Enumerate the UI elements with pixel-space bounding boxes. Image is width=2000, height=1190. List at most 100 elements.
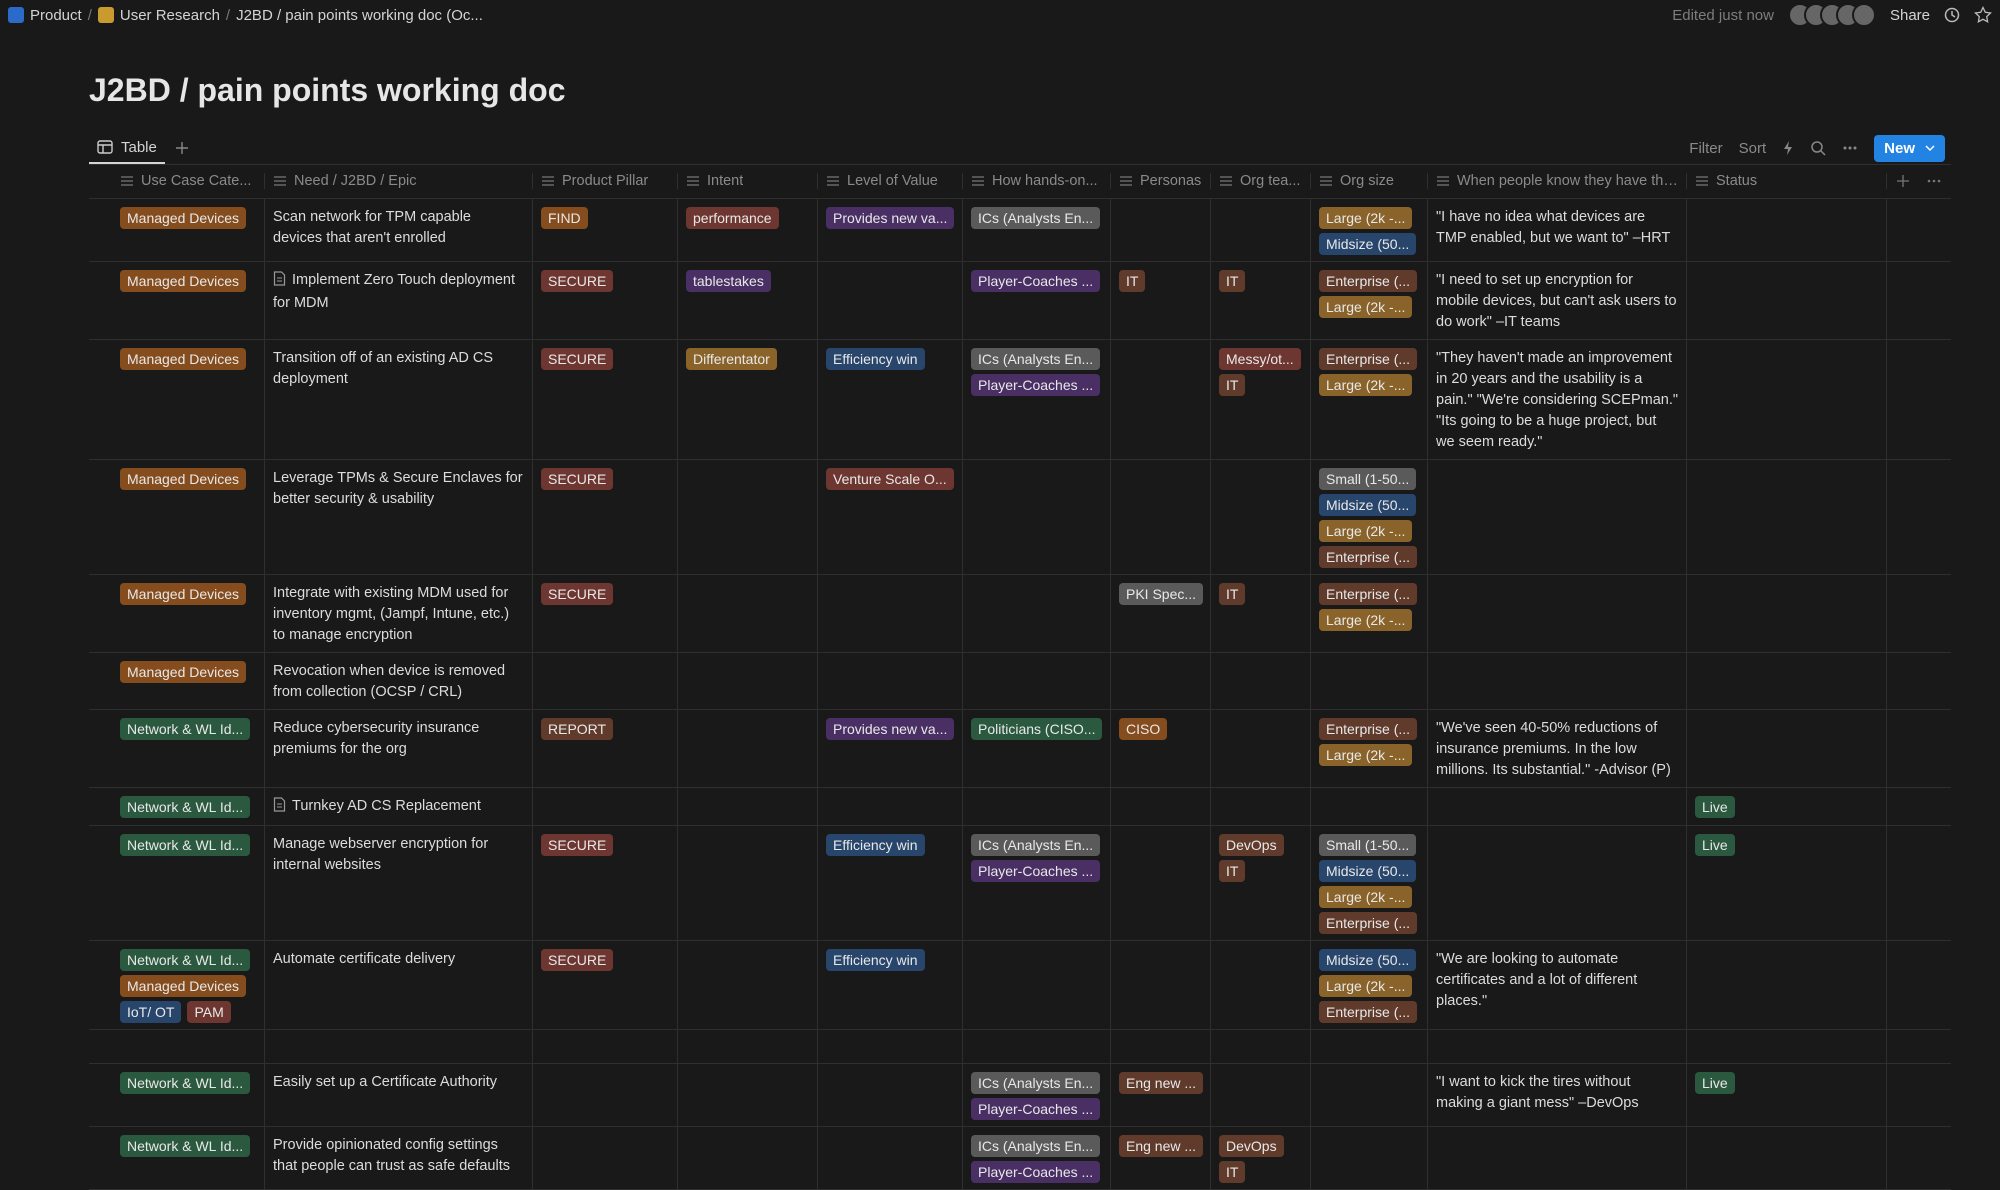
- column-header[interactable]: Personas: [1111, 173, 1211, 189]
- breadcrumb-icon: [8, 7, 24, 23]
- table-row[interactable]: Managed Devices Integrate with existing M…: [89, 575, 1951, 653]
- tag-cell: Midsize (50... Large (2k -... Enterprise (…: [1311, 941, 1428, 1029]
- tag-cell: [678, 788, 818, 825]
- tag: Live: [1695, 796, 1735, 818]
- tag-cell: [1111, 653, 1211, 709]
- column-header[interactable]: Level of Value: [818, 173, 963, 189]
- text-cell: [1428, 826, 1687, 940]
- row-title: Automate certificate delivery: [273, 951, 456, 967]
- tag: Managed Devices: [120, 468, 247, 490]
- search-icon[interactable]: [1810, 140, 1826, 156]
- tag: Player-Coaches ...: [971, 860, 1101, 882]
- column-label: Product Pillar: [562, 173, 649, 189]
- tag: Managed Devices: [120, 270, 247, 292]
- avatars[interactable]: [1787, 3, 1876, 27]
- table-row[interactable]: Network & WL Id... Manage webserver encry…: [89, 826, 1951, 941]
- tag-cell: Managed Devices: [112, 199, 265, 261]
- table-row[interactable]: Network & WL Id... Managed Devices IoT/ OT…: [89, 941, 1951, 1030]
- filter-button[interactable]: Filter: [1689, 139, 1723, 157]
- tag-cell: [1211, 710, 1311, 787]
- tag-cell: Managed Devices: [112, 262, 265, 339]
- column-header[interactable]: When people know they have thi...: [1428, 173, 1687, 189]
- favorite-icon[interactable]: [1974, 6, 1992, 24]
- breadcrumb-item[interactable]: J2BD / pain points working doc (Oc...: [236, 6, 483, 24]
- column-header[interactable]: Product Pillar: [533, 173, 678, 189]
- column-header[interactable]: Status: [1687, 173, 1887, 189]
- tag: Large (2k -...: [1319, 886, 1413, 908]
- spacer-cell: [1887, 575, 1951, 652]
- spacer-cell: [1887, 788, 1951, 825]
- tag: SECURE: [541, 348, 614, 370]
- tag: Provides new va...: [826, 207, 955, 229]
- tag-cell: [1687, 1030, 1887, 1063]
- tag-cell: [678, 1127, 818, 1189]
- table-row[interactable]: Network & WL Id... Provide opinionated co…: [89, 1127, 1951, 1190]
- tag-cell: CISO: [1111, 710, 1211, 787]
- column-label: Use Case Cate...: [141, 173, 252, 189]
- column-header[interactable]: How hands-on...: [963, 173, 1111, 189]
- tag: Live: [1695, 1072, 1735, 1094]
- tag-cell: Efficiency win: [818, 826, 963, 940]
- history-icon[interactable]: [1944, 7, 1960, 23]
- table-row[interactable]: Network & WL Id... Turnkey AD CS Replacem…: [89, 788, 1951, 826]
- tag: Large (2k -...: [1319, 207, 1413, 229]
- breadcrumb-item[interactable]: User Research: [119, 6, 220, 24]
- text-cell: Turnkey AD CS Replacement: [265, 788, 533, 825]
- column-header[interactable]: Need / J2BD / Epic: [265, 173, 533, 189]
- tag-cell: performance: [678, 199, 818, 261]
- tag: SECURE: [541, 583, 614, 605]
- automation-icon[interactable]: [1782, 140, 1794, 156]
- tag-cell: [1111, 340, 1211, 459]
- table-row[interactable]: Managed Devices Transition off of an exis…: [89, 340, 1951, 460]
- more-icon[interactable]: [1842, 140, 1858, 156]
- column-header[interactable]: Org size: [1311, 173, 1428, 189]
- table-row[interactable]: Network & WL Id... Reduce cybersecurity i…: [89, 710, 1951, 788]
- tag: IT: [1119, 270, 1146, 292]
- tag-cell: Large (2k -... Midsize (50...: [1311, 199, 1428, 261]
- table-row[interactable]: Managed Devices Revocation when device is…: [89, 653, 1951, 710]
- tag-cell: SECURE: [533, 262, 678, 339]
- tag-cell: Venture Scale O...: [818, 460, 963, 574]
- row-title: Scan network for TPM capable devices tha…: [273, 209, 471, 246]
- text-cell: [1428, 1127, 1687, 1189]
- add-column[interactable]: [1887, 175, 1951, 187]
- tag-cell: Eng new ...: [1111, 1064, 1211, 1126]
- tag-cell: Live: [1687, 1064, 1887, 1126]
- page: Product / User Research / J2BD / pain points…: [8, 3, 1992, 1190]
- tag-cell: [533, 788, 678, 825]
- breadcrumb-separator: /: [225, 6, 231, 24]
- tag-cell: Managed Devices: [112, 460, 265, 574]
- quote-text: "They haven't made an improvement in 20 …: [1436, 350, 1678, 450]
- row-title: Manage webserver encryption for internal…: [273, 836, 489, 873]
- sort-button[interactable]: Sort: [1738, 139, 1767, 157]
- table-row[interactable]: Managed Devices Scan network for TPM capa…: [89, 199, 1951, 262]
- tag: Enterprise (...: [1319, 546, 1418, 568]
- tag: Player-Coaches ...: [971, 374, 1101, 396]
- table-row[interactable]: Network & WL Id... Easily set up a Certif…: [89, 1064, 1951, 1127]
- text-cell: Integrate with existing MDM used for inv…: [265, 575, 533, 652]
- tag-cell: [678, 575, 818, 652]
- new-button[interactable]: New: [1874, 134, 1945, 162]
- share-button[interactable]: Share: [1889, 6, 1930, 24]
- text-cell: "I have no idea what devices are TMP ena…: [1428, 199, 1687, 261]
- tag: SECURE: [541, 949, 614, 971]
- tag: Network & WL Id...: [120, 718, 251, 740]
- column-label: Need / J2BD / Epic: [294, 173, 417, 189]
- tag-cell: [818, 575, 963, 652]
- doc-icon: [273, 271, 286, 293]
- table-row[interactable]: Managed Devices Leverage TPMs & Secure En…: [89, 460, 1951, 575]
- tag: IoT/ OT: [120, 1001, 182, 1023]
- add-view[interactable]: [175, 141, 189, 155]
- column-header[interactable]: Org tea...: [1211, 173, 1311, 189]
- view-tab[interactable]: Table: [89, 132, 165, 164]
- tag: ICs (Analysts En...: [971, 1072, 1101, 1094]
- breadcrumb-item[interactable]: Product: [30, 6, 82, 24]
- tag-cell: Politicians (CISO...: [963, 710, 1111, 787]
- table-row[interactable]: Managed Devices Implement Zero Touch depl…: [89, 262, 1951, 340]
- column-header[interactable]: Intent: [678, 173, 818, 189]
- table-row[interactable]: [89, 1030, 1951, 1064]
- column-header[interactable]: Use Case Cate...: [112, 173, 265, 189]
- spacer-cell: [1887, 340, 1951, 459]
- tag: Efficiency win: [826, 949, 925, 971]
- tag-cell: DevOps IT: [1211, 1127, 1311, 1189]
